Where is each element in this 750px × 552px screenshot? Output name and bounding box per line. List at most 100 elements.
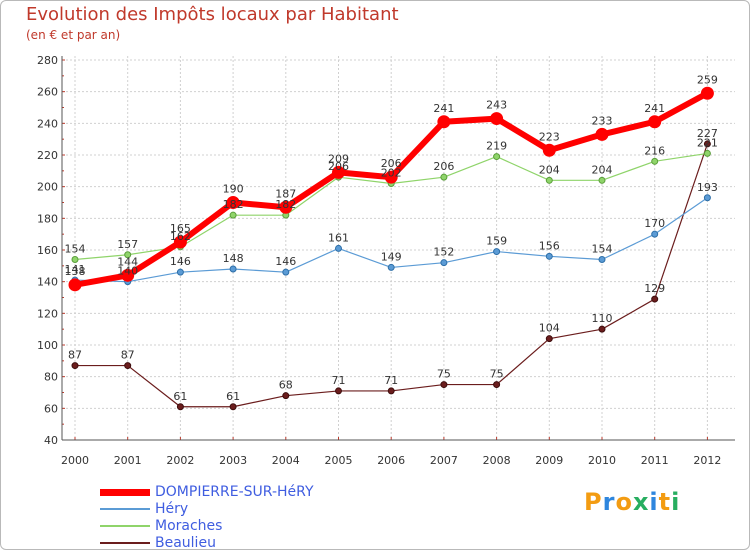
x-tick-label: 2012 — [693, 454, 721, 467]
logo-letter: P — [584, 488, 603, 516]
data-label: 241 — [433, 102, 454, 115]
data-point — [542, 143, 556, 157]
proxiti-logo: Proxiti — [584, 488, 680, 516]
data-point — [282, 268, 290, 276]
data-point — [124, 251, 132, 259]
x-tick-label: 2011 — [641, 454, 669, 467]
data-label: 241 — [644, 102, 665, 115]
data-label: 129 — [644, 282, 665, 295]
data-label: 233 — [592, 114, 613, 127]
data-label: 156 — [539, 239, 560, 252]
data-label: 61 — [173, 390, 187, 403]
x-tick-label: 2003 — [219, 454, 247, 467]
data-point — [440, 381, 448, 389]
plot-area — [62, 56, 735, 440]
data-label: 204 — [539, 163, 560, 176]
x-tick-label: 2002 — [166, 454, 194, 467]
y-tick-label: 100 — [37, 339, 58, 352]
y-tick-label: 160 — [37, 244, 58, 257]
data-point — [282, 392, 290, 400]
data-point — [700, 86, 714, 100]
legend-swatch — [100, 508, 150, 510]
data-point — [173, 235, 187, 249]
data-point — [595, 127, 609, 141]
data-label: 148 — [223, 252, 244, 265]
data-point — [124, 362, 132, 370]
legend-swatch — [100, 525, 150, 527]
data-point — [651, 295, 659, 303]
data-label: 206 — [433, 160, 454, 173]
legend-label: DOMPIERRE-SUR-HéRY — [155, 484, 314, 500]
data-label: 71 — [332, 374, 346, 387]
y-tick-label: 80 — [44, 371, 58, 384]
y-tick-label: 60 — [44, 402, 58, 415]
legend-label: Beaulieu — [155, 535, 216, 551]
y-tick-label: 40 — [44, 434, 58, 447]
data-point — [121, 268, 135, 282]
data-label: 157 — [117, 238, 138, 251]
y-tick-label: 140 — [37, 276, 58, 289]
data-label: 110 — [592, 312, 613, 325]
data-label: 152 — [433, 246, 454, 259]
data-point — [440, 259, 448, 267]
logo-letter: r — [602, 488, 616, 516]
data-label: 68 — [279, 379, 293, 392]
y-tick-label: 200 — [37, 181, 58, 194]
legend-swatch — [100, 542, 150, 544]
data-label: 182 — [223, 198, 244, 211]
logo-letter: i — [649, 488, 659, 516]
data-label: 154 — [65, 243, 86, 256]
legend-label: Héry — [155, 501, 189, 517]
data-label: 165 — [170, 222, 191, 235]
x-tick-label: 2010 — [588, 454, 616, 467]
data-label: 159 — [486, 235, 507, 248]
y-tick-label: 240 — [37, 117, 58, 130]
data-point — [493, 248, 501, 256]
x-tick-label: 2008 — [483, 454, 511, 467]
data-label: 223 — [539, 130, 560, 143]
data-point — [651, 157, 659, 165]
legend-label: Moraches — [155, 518, 223, 534]
x-tick-label: 2009 — [535, 454, 563, 467]
data-point — [68, 278, 82, 292]
data-label: 227 — [697, 127, 718, 140]
data-label: 104 — [539, 322, 560, 335]
data-label: 206 — [328, 160, 349, 173]
data-point — [335, 244, 342, 252]
x-tick-label: 2000 — [61, 454, 89, 467]
data-point — [335, 387, 342, 395]
data-point — [226, 196, 240, 209]
data-label: 190 — [223, 183, 244, 196]
data-point — [545, 176, 553, 184]
logo-letter: i — [671, 488, 681, 516]
data-point — [384, 170, 398, 184]
data-point — [229, 265, 237, 273]
data-point — [332, 165, 345, 179]
data-label: 149 — [381, 250, 402, 263]
data-label: 204 — [592, 163, 613, 176]
logo-letter: o — [615, 488, 633, 516]
x-tick-label: 2005 — [325, 454, 353, 467]
data-label: 144 — [117, 255, 138, 268]
data-label: 162 — [170, 230, 191, 243]
x-tick-label: 2001 — [114, 454, 142, 467]
data-point — [437, 115, 451, 129]
data-label: 182 — [275, 198, 296, 211]
data-point — [651, 230, 659, 238]
data-point — [703, 194, 711, 202]
data-label: 187 — [275, 187, 296, 200]
data-label: 71 — [384, 374, 398, 387]
data-label: 221 — [697, 136, 718, 149]
data-point — [598, 176, 606, 184]
logo-letter: x — [632, 488, 650, 516]
data-label: 146 — [275, 255, 296, 268]
data-point — [279, 200, 293, 214]
data-label: 216 — [644, 144, 665, 157]
data-point — [703, 140, 711, 148]
chart-title: Evolution des Impôts locaux par Habitant — [26, 4, 399, 25]
data-label: 154 — [592, 243, 613, 256]
x-tick-label: 2006 — [377, 454, 405, 467]
x-tick-label: 2007 — [430, 454, 458, 467]
data-label: 141 — [65, 263, 86, 276]
